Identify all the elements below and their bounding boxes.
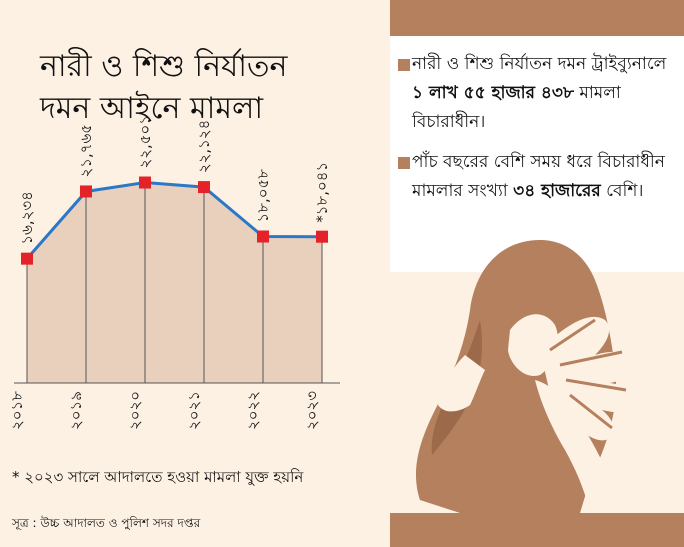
source-note: সূত্র : উচ্চ আদালত ও পুলিশ সদর দপ্তর (12, 516, 201, 530)
data-point (139, 176, 151, 189)
data-point (198, 181, 210, 194)
line-chart: ১৬,২৩৪ ২১,৭৬৫ ২২,৫০১ ২২,১২৪ ১৮,০৫৮ *১৮,০৪১ ২০১… (8, 115, 340, 430)
data-point (257, 230, 269, 243)
info-point-1-text: নারী ও শিশু নির্যাতন দমন ট্রাইব্যুনালে ১… (412, 54, 667, 132)
data-label: ২২,১২৪ (195, 120, 213, 174)
title-line-2: দমন আইনে মামলা (40, 91, 264, 126)
info-box: নারী ও শিশু নির্যাতন দমন ট্রাইব্যুনালে ১… (390, 36, 684, 272)
footnote: * ২০২৩ সালে আদালতে হওয়া মামলা যুক্ত হয়… (12, 468, 304, 486)
data-label: ২২,৫০১ (136, 115, 154, 169)
data-point (80, 185, 92, 198)
bottom-band (390, 513, 684, 547)
data-label: *১৮,০৪১ (313, 162, 331, 223)
x-tick-label: ২০২৩ (303, 391, 321, 430)
chart-title: নারী ও শিশু নির্যাতন দমন আইনে মামলা (40, 46, 340, 130)
data-label: ১৬,২৩৪ (18, 191, 36, 245)
right-panel: নারী ও শিশু নির্যাতন দমন ট্রাইব্যুনালে ১… (390, 0, 684, 547)
data-point (21, 252, 33, 265)
x-tick-label: ২০২০ (126, 391, 144, 430)
x-tick-label: ২০২১ (185, 391, 203, 430)
distressed-woman-illustration (415, 240, 636, 513)
bullet-square-icon (398, 157, 410, 169)
top-band (390, 0, 684, 36)
x-tick-label: ২০১৮ (8, 391, 26, 430)
data-label: ১৮,০৫৮ (254, 169, 272, 223)
x-tick-label: ২০১৯ (67, 391, 85, 430)
x-tick-label: ২০২২ (244, 391, 262, 430)
title-line-1: নারী ও শিশু নির্যাতন (40, 49, 288, 84)
series-line (25, 181, 323, 260)
data-label: ২১,৭৬৫ (77, 124, 95, 178)
info-point-2-text: পাঁচ বছরের বেশি সময় ধরে বিচারাধীন মামলা… (412, 152, 665, 201)
data-point (316, 230, 328, 243)
bullet-square-icon (398, 59, 410, 71)
chart-area-fill (27, 182, 322, 383)
